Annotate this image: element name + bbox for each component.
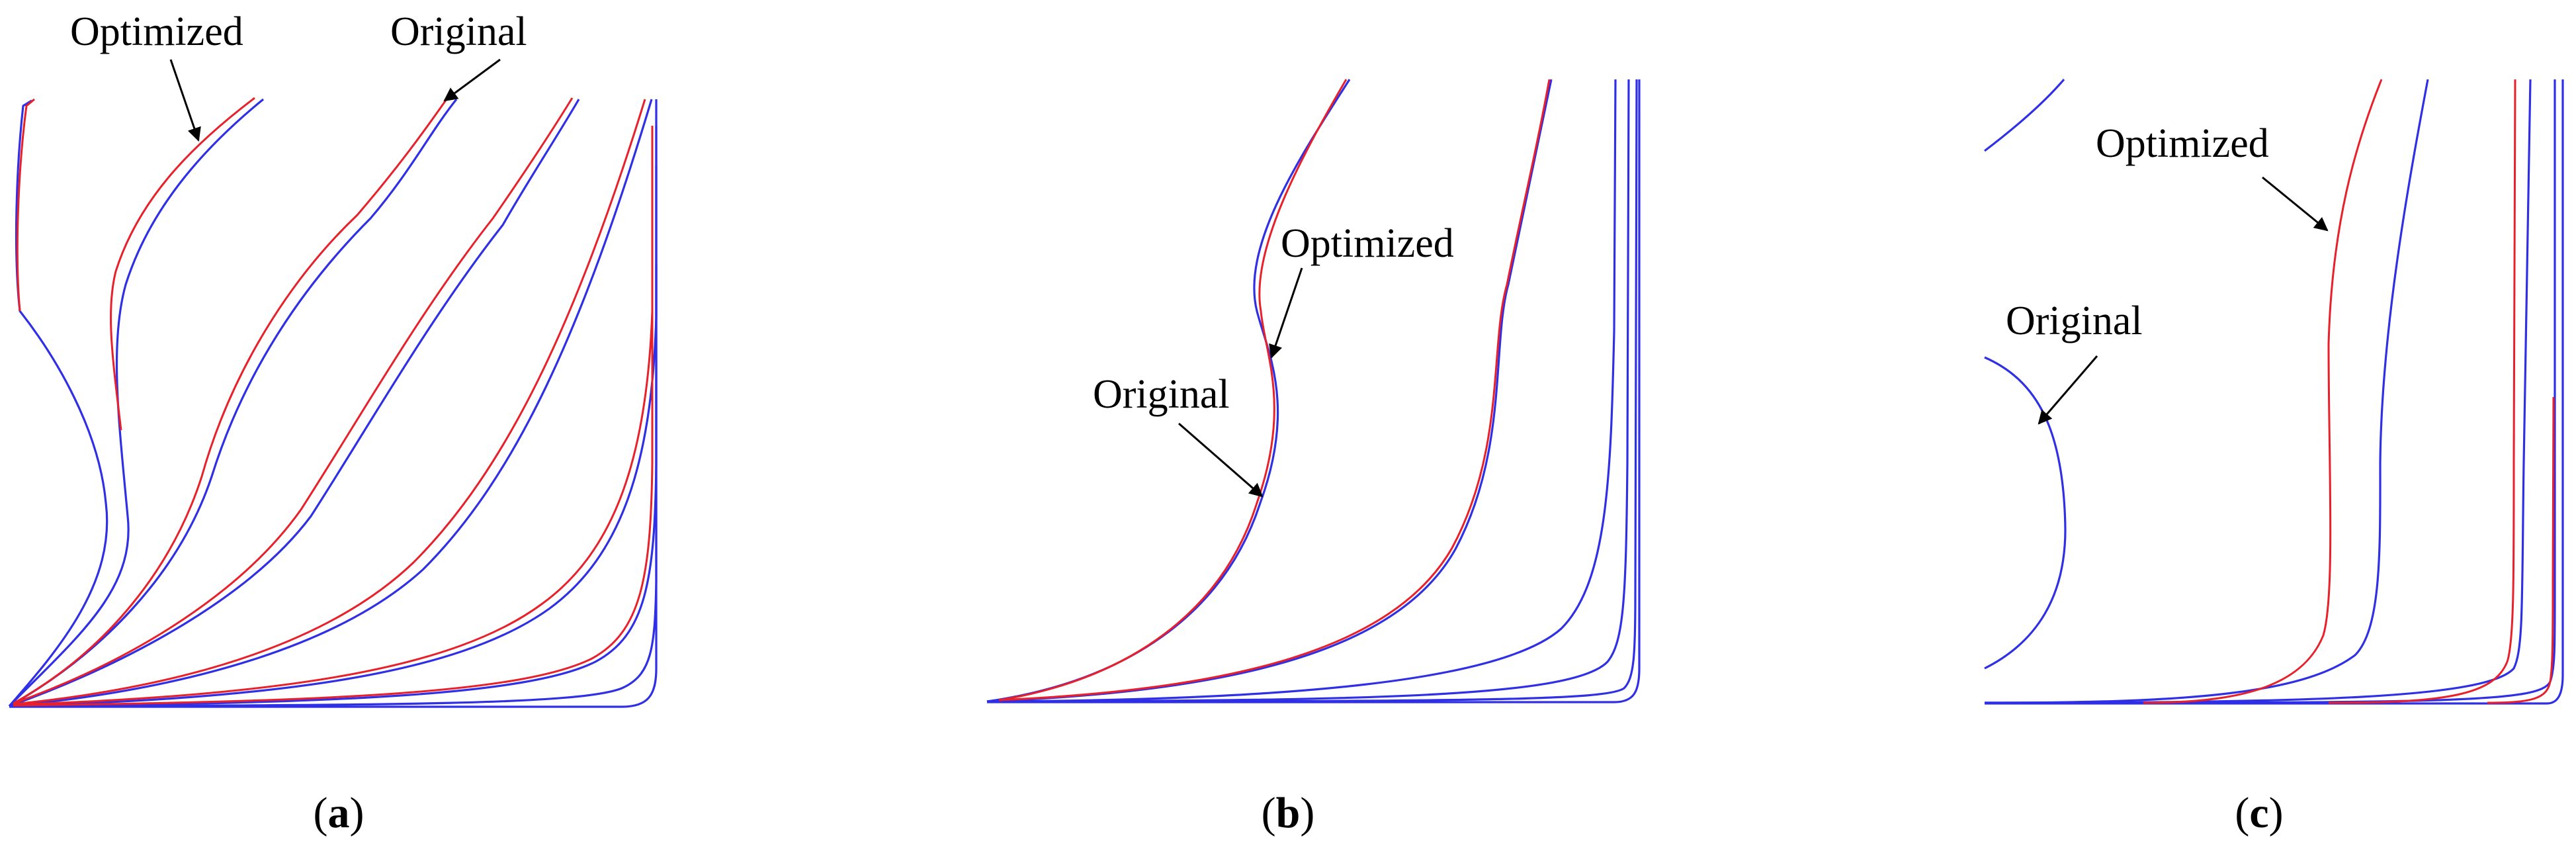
optimized-curve bbox=[2143, 79, 2383, 704]
panel-b: Optimized Original (b) bbox=[986, 79, 1641, 837]
optimized-curve bbox=[998, 79, 1348, 701]
panel-c: Optimized Original (c) bbox=[1984, 78, 2564, 837]
panel-a-caption: (a) bbox=[314, 789, 365, 837]
panel-b-original-curves bbox=[986, 79, 1641, 703]
optimized-curve bbox=[2487, 396, 2555, 704]
optimized-label: Optimized bbox=[2096, 121, 2269, 166]
original-arrow bbox=[443, 58, 501, 102]
original-curve bbox=[1985, 79, 2564, 705]
original-curve bbox=[986, 79, 1638, 703]
optimized-curve bbox=[13, 99, 646, 705]
original-curve bbox=[1984, 79, 2429, 704]
original-label: Original bbox=[2006, 298, 2143, 343]
original-curve bbox=[9, 99, 458, 707]
panel-a: Optimized Original (a) bbox=[8, 9, 658, 837]
panel-b-caption: (b) bbox=[1262, 789, 1315, 837]
original-curve bbox=[8, 99, 108, 707]
optimized-curve bbox=[998, 79, 1551, 701]
original-curve bbox=[9, 126, 658, 707]
optimized-arrow bbox=[2262, 176, 2329, 232]
original-label: Original bbox=[1093, 372, 1230, 417]
optimized-curve bbox=[13, 165, 654, 707]
optimized-curve bbox=[13, 126, 654, 706]
original-curve bbox=[9, 165, 658, 707]
panel-c-optimized-curves bbox=[2143, 79, 2555, 704]
panel-b-optimized-curves bbox=[998, 79, 1551, 701]
optimized-curve bbox=[2328, 79, 2516, 704]
optimized-curve bbox=[13, 97, 574, 705]
panel-c-original-curves bbox=[1984, 78, 2564, 705]
optimized-arrow bbox=[169, 59, 201, 142]
panel-c-caption: (c) bbox=[2235, 789, 2283, 837]
optimized-curve bbox=[13, 99, 448, 705]
original-curve bbox=[986, 79, 1630, 703]
original-curve bbox=[9, 99, 653, 707]
original-curve bbox=[1984, 356, 2067, 670]
original-curve bbox=[1984, 79, 2556, 704]
original-curve bbox=[987, 79, 1641, 703]
original-arrow bbox=[1178, 422, 1264, 498]
optimized-arrow bbox=[1269, 267, 1303, 359]
panel-a-original-curves bbox=[8, 98, 658, 708]
original-curve bbox=[986, 79, 1553, 703]
original-curve bbox=[8, 98, 265, 707]
original-curve bbox=[986, 79, 1617, 703]
original-arrow bbox=[2038, 355, 2098, 425]
panel-a-optimized-curves bbox=[13, 97, 654, 707]
optimized-label: Optimized bbox=[1281, 221, 1454, 266]
original-label: Original bbox=[390, 9, 527, 54]
original-curve bbox=[1984, 78, 2065, 152]
original-curve bbox=[9, 265, 658, 707]
optimized-label: Optimized bbox=[70, 9, 243, 54]
original-curve bbox=[9, 99, 580, 707]
optimized-curve bbox=[110, 97, 255, 431]
original-curve bbox=[9, 99, 658, 708]
optimized-curve bbox=[16, 98, 35, 312]
